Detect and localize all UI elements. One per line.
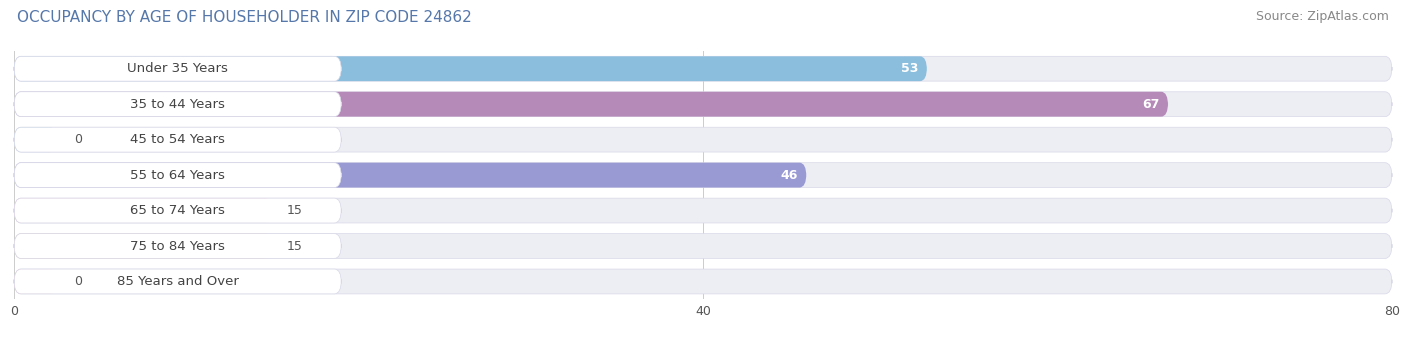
FancyBboxPatch shape	[14, 198, 1392, 223]
FancyBboxPatch shape	[14, 269, 1392, 294]
Text: 46: 46	[780, 169, 797, 182]
Text: 35 to 44 Years: 35 to 44 Years	[131, 98, 225, 111]
Text: 75 to 84 Years: 75 to 84 Years	[131, 239, 225, 253]
FancyBboxPatch shape	[14, 92, 1392, 117]
FancyBboxPatch shape	[14, 163, 342, 188]
Text: Under 35 Years: Under 35 Years	[128, 62, 228, 75]
FancyBboxPatch shape	[14, 234, 342, 258]
Text: 45 to 54 Years: 45 to 54 Years	[131, 133, 225, 146]
Text: 67: 67	[1142, 98, 1160, 111]
FancyBboxPatch shape	[14, 234, 273, 258]
Text: 53: 53	[901, 62, 918, 75]
FancyBboxPatch shape	[14, 234, 1392, 258]
Text: 15: 15	[287, 239, 302, 253]
FancyBboxPatch shape	[14, 56, 342, 81]
Text: 85 Years and Over: 85 Years and Over	[117, 275, 239, 288]
Text: OCCUPANCY BY AGE OF HOUSEHOLDER IN ZIP CODE 24862: OCCUPANCY BY AGE OF HOUSEHOLDER IN ZIP C…	[17, 10, 471, 25]
Text: 0: 0	[75, 133, 83, 146]
FancyBboxPatch shape	[14, 56, 1392, 81]
FancyBboxPatch shape	[14, 163, 1392, 188]
FancyBboxPatch shape	[14, 56, 927, 81]
FancyBboxPatch shape	[14, 92, 1168, 117]
Text: Source: ZipAtlas.com: Source: ZipAtlas.com	[1256, 10, 1389, 23]
Text: 55 to 64 Years: 55 to 64 Years	[131, 169, 225, 182]
FancyBboxPatch shape	[14, 269, 58, 294]
FancyBboxPatch shape	[14, 92, 342, 117]
Text: 15: 15	[287, 204, 302, 217]
FancyBboxPatch shape	[14, 163, 807, 188]
FancyBboxPatch shape	[14, 198, 342, 223]
FancyBboxPatch shape	[14, 127, 1392, 152]
FancyBboxPatch shape	[14, 198, 273, 223]
FancyBboxPatch shape	[14, 269, 342, 294]
Text: 65 to 74 Years: 65 to 74 Years	[131, 204, 225, 217]
FancyBboxPatch shape	[14, 127, 342, 152]
FancyBboxPatch shape	[14, 127, 58, 152]
Text: 0: 0	[75, 275, 83, 288]
